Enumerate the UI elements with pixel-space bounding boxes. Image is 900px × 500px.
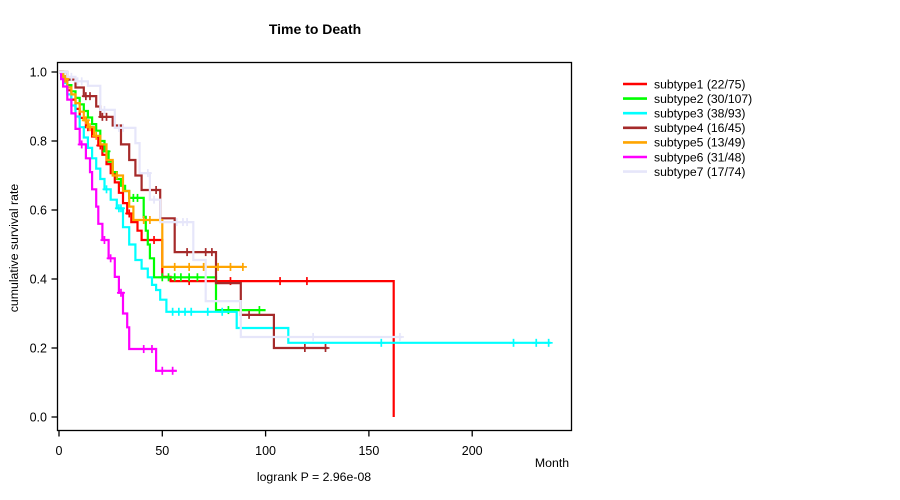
censor-marks [67, 72, 404, 341]
y-tick-label: 0.8 [30, 135, 47, 149]
legend-item-subtype4: subtype4 (16/45) [623, 121, 745, 135]
y-tick-label: 0.6 [30, 204, 47, 218]
legend-label: subtype5 (13/49) [654, 136, 745, 150]
x-tick-label: 50 [155, 444, 169, 458]
legend-item-subtype7: subtype7 (17/74) [623, 165, 745, 179]
y-tick-label: 0.2 [30, 342, 47, 356]
x-axis-ticks: 0 50 100 150 200 [56, 430, 483, 458]
legend-label: subtype3 (38/93) [654, 107, 745, 121]
logrank-annotation: logrank P = 2.96e-08 [256, 470, 372, 484]
y-tick-label: 1.0 [30, 66, 47, 80]
legend-item-subtype1: subtype1 (22/75) [623, 77, 745, 91]
y-axis-ticks: 0.0 0.2 0.4 0.6 0.8 1.0 [30, 66, 58, 425]
survival-curve [59, 70, 328, 350]
censor-marks [61, 74, 247, 271]
series-subtype2 [59, 70, 266, 315]
legend-label: subtype6 (31/48) [654, 150, 745, 164]
series-subtype6 [59, 70, 177, 375]
plot-border [56, 61, 573, 432]
x-tick-label: 100 [255, 444, 276, 458]
x-tick-label: 0 [56, 444, 63, 458]
y-tick-label: 0.4 [30, 273, 47, 287]
censor-marks [102, 147, 264, 315]
legend-label: subtype1 (22/75) [654, 77, 745, 91]
x-axis-label: Month [534, 456, 570, 470]
legend-item-subtype6: subtype6 (31/48) [623, 150, 745, 164]
legend-item-subtype2: subtype2 (30/107) [623, 92, 752, 106]
survival-curve [59, 70, 177, 372]
survival-curve [59, 70, 243, 268]
survival-curve [59, 70, 402, 339]
chart-title: Time to Death [268, 21, 362, 37]
series-subtype4 [59, 70, 330, 352]
legend-label: subtype4 (16/45) [654, 121, 745, 135]
y-axis-label: cumulative survival rate [7, 183, 21, 313]
x-tick-label: 200 [462, 444, 483, 458]
legend-label: subtype7 (17/74) [654, 165, 745, 179]
censor-marks [77, 140, 177, 375]
series-subtype5 [59, 70, 247, 271]
legend-item-subtype3: subtype3 (38/93) [623, 107, 745, 121]
x-tick-label: 150 [358, 444, 379, 458]
legend-item-subtype5: subtype5 (13/49) [623, 136, 745, 150]
legend-label: subtype2 (30/107) [654, 92, 752, 106]
legend: subtype1 (22/75)subtype2 (30/107)subtype… [623, 77, 752, 179]
censor-marks [102, 185, 553, 347]
series-subtype7 [59, 70, 404, 341]
y-tick-label: 0.0 [30, 411, 47, 425]
